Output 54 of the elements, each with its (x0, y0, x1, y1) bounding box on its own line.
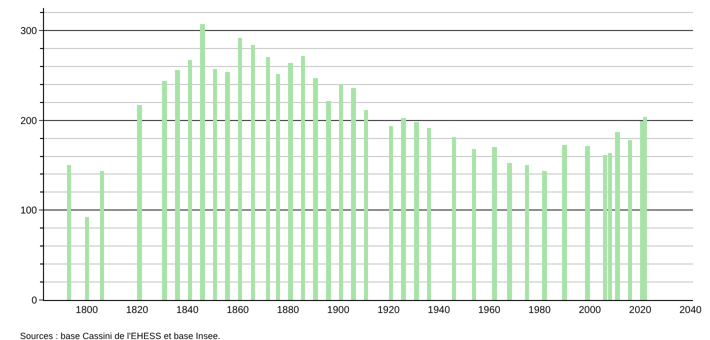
bar (67, 165, 71, 300)
bar (200, 24, 205, 300)
bar (251, 45, 255, 300)
bar (615, 132, 620, 300)
bar (301, 56, 305, 300)
x-tick-label: 1820 (126, 305, 149, 316)
bar (137, 105, 142, 300)
bar (542, 171, 547, 300)
x-tick-label: 1920 (377, 305, 400, 316)
x-tick-label: 1980 (528, 305, 552, 316)
bar (525, 165, 529, 300)
bar (225, 72, 230, 300)
bar (313, 78, 318, 300)
bar (452, 137, 456, 300)
bar (85, 217, 89, 300)
bar (213, 69, 217, 300)
bar (100, 171, 104, 300)
x-tick-label: 1940 (428, 305, 450, 316)
x-tick-label: 1800 (76, 305, 98, 316)
bar (188, 60, 192, 300)
bar (162, 81, 167, 300)
bar (276, 74, 280, 300)
source-note: Sources : base Cassini de l'EHESS et base Insee. (20, 331, 220, 340)
bar (585, 146, 590, 300)
bar (266, 57, 270, 300)
bar (364, 110, 368, 300)
x-tick-label: 2020 (629, 305, 652, 316)
x-tick-label: 1960 (478, 305, 501, 316)
x-tick-label: 1900 (327, 305, 350, 316)
y-tick-label: 200 (20, 116, 38, 127)
bar (401, 118, 406, 300)
bar (643, 117, 647, 300)
y-tick-label: 0 (31, 296, 38, 306)
bar (238, 38, 242, 300)
x-tick-label: 1840 (176, 305, 199, 316)
bar (507, 163, 512, 300)
bar (389, 126, 393, 300)
x-tick-label: 2000 (578, 305, 602, 316)
x-tick-label: 1880 (276, 305, 300, 316)
y-tick-label: 100 (20, 206, 38, 217)
x-tick-label: 1860 (226, 305, 250, 316)
bar (326, 101, 331, 300)
y-tick-label: 300 (20, 26, 38, 37)
bar (427, 128, 431, 300)
bar (339, 84, 343, 300)
bar (472, 149, 476, 300)
bar (628, 140, 632, 300)
bar (288, 63, 293, 300)
bar (351, 88, 356, 300)
bar (562, 145, 567, 300)
x-tick-label: 2040 (679, 305, 702, 316)
bar (414, 122, 419, 300)
bar (175, 70, 180, 300)
bar (492, 147, 497, 300)
